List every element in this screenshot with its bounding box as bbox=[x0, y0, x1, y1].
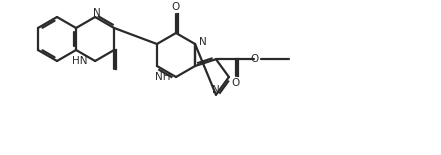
Text: O: O bbox=[172, 2, 180, 12]
Text: O: O bbox=[232, 78, 240, 88]
Text: O: O bbox=[250, 54, 258, 64]
Text: NH: NH bbox=[156, 72, 171, 82]
Text: N: N bbox=[93, 8, 101, 18]
Text: N: N bbox=[199, 37, 207, 47]
Text: N: N bbox=[212, 85, 220, 95]
Text: HN: HN bbox=[71, 56, 87, 66]
